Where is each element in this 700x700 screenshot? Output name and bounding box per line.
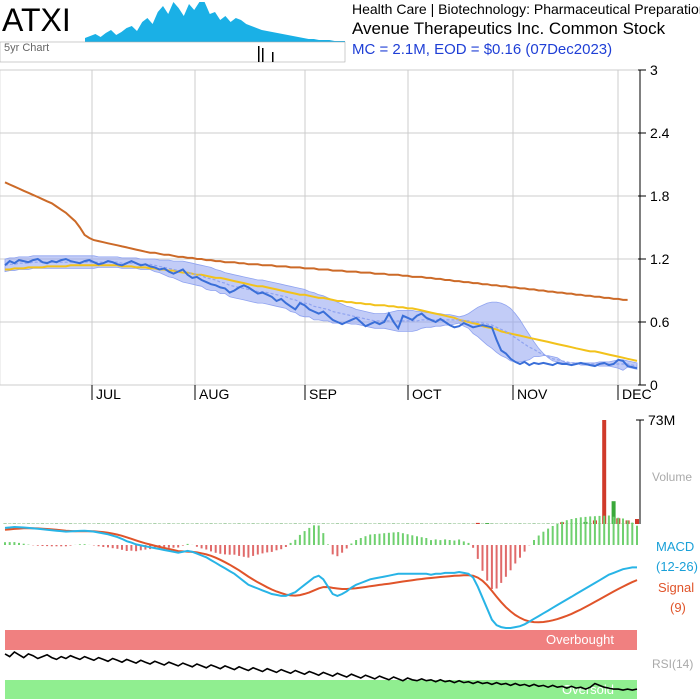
rsi-label: RSI(14): [652, 657, 693, 671]
price-line: [4, 257, 638, 370]
price-tick-label: 1.2: [650, 251, 670, 267]
volume-max-label: 73M: [648, 412, 675, 428]
moving-average-mid-line: [5, 264, 638, 362]
oversold-label: Oversold: [562, 682, 614, 697]
sector-line: Health Care | Biotechnology: Pharmaceuti…: [352, 1, 700, 17]
macd-histogram: [4, 515, 638, 589]
mini-chart-label: 5yr Chart: [4, 42, 49, 54]
price-tick-label: 2.4: [650, 125, 670, 141]
mini-5yr-chart[interactable]: 5yr Chart: [0, 2, 346, 63]
signal-label: Signal: [658, 580, 694, 595]
price-tick-label: 0.6: [650, 314, 670, 330]
month-label: SEP: [309, 386, 337, 402]
month-label: DEC: [622, 386, 652, 402]
mini-volume-bar: [272, 52, 274, 62]
market-cap-eod: MC = 2.1M, EOD = $0.16 (07Dec2023): [352, 41, 612, 58]
macd-params-label: (12-26): [656, 559, 698, 574]
price-tick-label: 0: [650, 377, 658, 393]
price-tick-label: 1.8: [650, 188, 670, 204]
price-panel-frame: [0, 69, 641, 386]
mini-volume-bar: [262, 48, 264, 62]
oversold-zone: [5, 680, 637, 699]
price-tick-label: 3: [650, 62, 658, 78]
rsi-panel: Overbought Oversold RSI(14): [4, 630, 693, 699]
volume-spike-bar: [611, 501, 616, 524]
price-panel: 0 0.6 1.2 1.8 2.4 3 JUL AUG SEP OCT NOV DEC: [0, 62, 670, 402]
overbought-zone: [5, 630, 637, 650]
signal-params-label: (9): [670, 600, 686, 615]
volume-bars: [3, 420, 639, 524]
macd-label: MACD: [656, 539, 694, 554]
month-label: NOV: [517, 386, 548, 402]
rsi-line: [4, 650, 638, 691]
mini-chart-area: [85, 2, 345, 42]
volume-panel: 73M Volume: [3, 412, 692, 524]
volume-spike-bar: [602, 420, 607, 524]
overbought-label: Overbought: [546, 632, 614, 647]
company-name: Avenue Therapeutics Inc. Common Stock: [352, 19, 666, 38]
mini-volume-bar: [258, 46, 260, 62]
mini-volume-strip: [0, 41, 346, 63]
moving-average-long-line: [4, 181, 628, 301]
price-y-axis: 0 0.6 1.2 1.8 2.4 3: [638, 62, 670, 393]
month-axis: JUL AUG SEP OCT NOV DEC: [91, 385, 652, 402]
volume-spike-bar: [485, 523, 490, 524]
macd-panel: MACD (12-26) Signal (9): [4, 515, 698, 629]
month-label: JUL: [96, 386, 121, 402]
macd-line: [4, 525, 637, 629]
signal-line: [4, 527, 638, 624]
volume-spike-bar: [635, 519, 639, 524]
month-label: OCT: [412, 386, 442, 402]
month-label: AUG: [199, 386, 229, 402]
volume-spike-bar: [475, 522, 480, 524]
ticker-symbol: ATXI: [2, 2, 71, 38]
volume-label: Volume: [652, 470, 692, 484]
